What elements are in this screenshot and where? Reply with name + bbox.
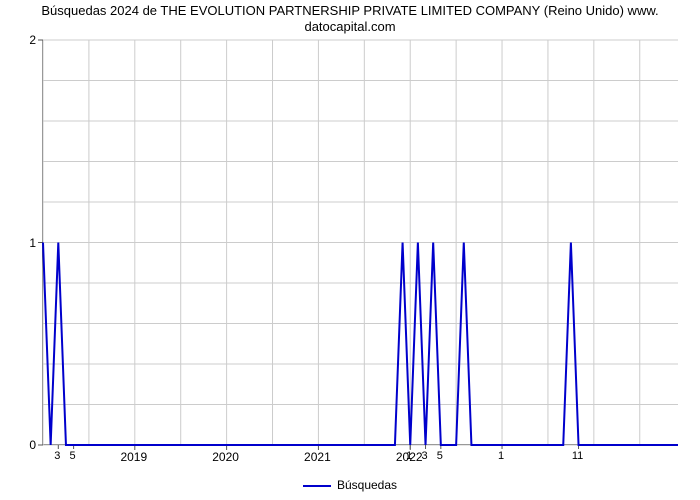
chart-container: Búsquedas 2024 de THE EVOLUTION PARTNERS… (0, 0, 700, 500)
legend: Búsquedas (0, 478, 700, 492)
x-year-label: 2019 (120, 450, 147, 464)
chart-svg (43, 40, 678, 445)
x-minor-label: 3 (421, 450, 427, 462)
x-minor-label: 1 (406, 450, 412, 462)
y-tick-label: 0 (6, 438, 36, 452)
x-minor-label: 1 (498, 450, 504, 462)
x-minor-label: 5 (70, 450, 76, 462)
series-line (43, 243, 678, 446)
chart-title: Búsquedas 2024 de THE EVOLUTION PARTNERS… (0, 3, 700, 34)
x-minor-label: 3 (54, 450, 60, 462)
chart-title-line2: datocapital.com (304, 19, 395, 34)
y-tick-label: 2 (6, 33, 36, 47)
x-minor-label: 11 (572, 450, 583, 462)
plot-area (42, 40, 677, 445)
legend-swatch (303, 485, 331, 487)
x-year-label: 2020 (212, 450, 239, 464)
x-minor-label: 5 (437, 450, 443, 462)
legend-label: Búsquedas (337, 478, 397, 492)
chart-title-line1: Búsquedas 2024 de THE EVOLUTION PARTNERS… (41, 3, 658, 18)
x-year-label: 2021 (304, 450, 331, 464)
grid-group (43, 40, 678, 445)
y-tick-label: 1 (6, 236, 36, 250)
axis-ticks (38, 40, 579, 450)
